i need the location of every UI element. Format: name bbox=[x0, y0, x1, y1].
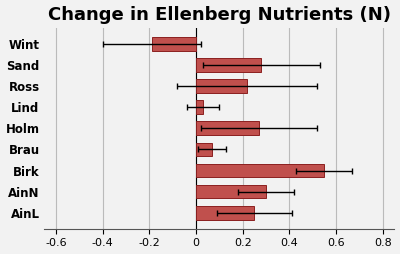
Bar bbox=[152, 37, 196, 51]
Bar bbox=[196, 206, 254, 220]
Bar bbox=[196, 58, 262, 72]
Bar bbox=[196, 79, 248, 93]
Bar bbox=[196, 100, 203, 114]
Bar bbox=[196, 164, 324, 177]
Title: Change in Ellenberg Nutrients (N): Change in Ellenberg Nutrients (N) bbox=[48, 6, 391, 24]
Bar bbox=[196, 121, 259, 135]
Bar bbox=[196, 185, 266, 198]
Bar bbox=[196, 142, 212, 156]
